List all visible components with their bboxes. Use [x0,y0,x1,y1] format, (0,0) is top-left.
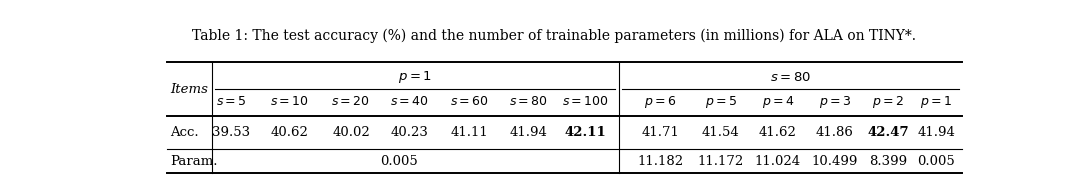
Text: 0.005: 0.005 [380,155,418,169]
Text: 42.47: 42.47 [867,126,909,139]
Text: 41.11: 41.11 [451,126,488,139]
Text: 40.62: 40.62 [271,126,309,139]
Text: 42.11: 42.11 [565,126,606,139]
Text: 40.02: 40.02 [332,126,369,139]
Text: $s = 80$: $s = 80$ [770,71,811,84]
Text: $s = 80$: $s = 80$ [509,95,548,108]
Text: 41.94: 41.94 [917,126,955,139]
Text: 11.182: 11.182 [637,155,684,169]
Text: 8.399: 8.399 [869,155,907,169]
Text: $s = 5$: $s = 5$ [216,95,246,108]
Text: 11.024: 11.024 [755,155,801,169]
Text: $s = 40$: $s = 40$ [390,95,429,108]
Text: $p = 3$: $p = 3$ [819,94,851,110]
Text: 10.499: 10.499 [811,155,858,169]
Text: $s = 20$: $s = 20$ [332,95,370,108]
Text: 0.005: 0.005 [917,155,955,169]
Text: 41.54: 41.54 [702,126,740,139]
Text: $p = 5$: $p = 5$ [705,94,737,110]
Text: $p = 1$: $p = 1$ [399,69,432,85]
Text: 39.53: 39.53 [212,126,251,139]
Text: Table 1: The test accuracy (%) and the number of trainable parameters (in millio: Table 1: The test accuracy (%) and the n… [191,29,916,43]
Text: $s = 100$: $s = 100$ [562,95,609,108]
Text: $s = 60$: $s = 60$ [450,95,489,108]
Text: 41.94: 41.94 [510,126,548,139]
Text: $s = 10$: $s = 10$ [270,95,309,108]
Text: 41.62: 41.62 [759,126,797,139]
Text: 40.23: 40.23 [391,126,429,139]
Text: 11.172: 11.172 [698,155,744,169]
Text: Items: Items [171,83,208,96]
Text: $p = 6$: $p = 6$ [645,94,677,110]
Text: 41.86: 41.86 [815,126,853,139]
Text: Param.: Param. [171,155,218,169]
Text: 41.71: 41.71 [642,126,679,139]
Text: $p = 1$: $p = 1$ [920,94,953,110]
Text: Acc.: Acc. [171,126,199,139]
Text: $p = 4$: $p = 4$ [761,94,794,110]
Text: $p = 2$: $p = 2$ [873,94,904,110]
